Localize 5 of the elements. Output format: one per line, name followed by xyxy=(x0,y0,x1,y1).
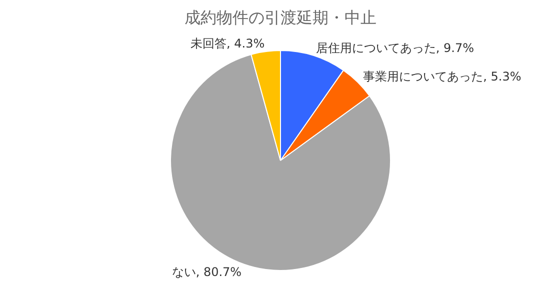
slice-label: 未回答, 4.3% xyxy=(190,36,265,51)
chart-title: 成約物件の引渡延期・中止 xyxy=(184,8,376,27)
slice-label: 事業用についてあった, 5.3% xyxy=(363,69,522,84)
slice-label: 居住用についてあった, 9.7% xyxy=(316,40,474,55)
slice-label: ない, 80.7% xyxy=(172,264,242,279)
